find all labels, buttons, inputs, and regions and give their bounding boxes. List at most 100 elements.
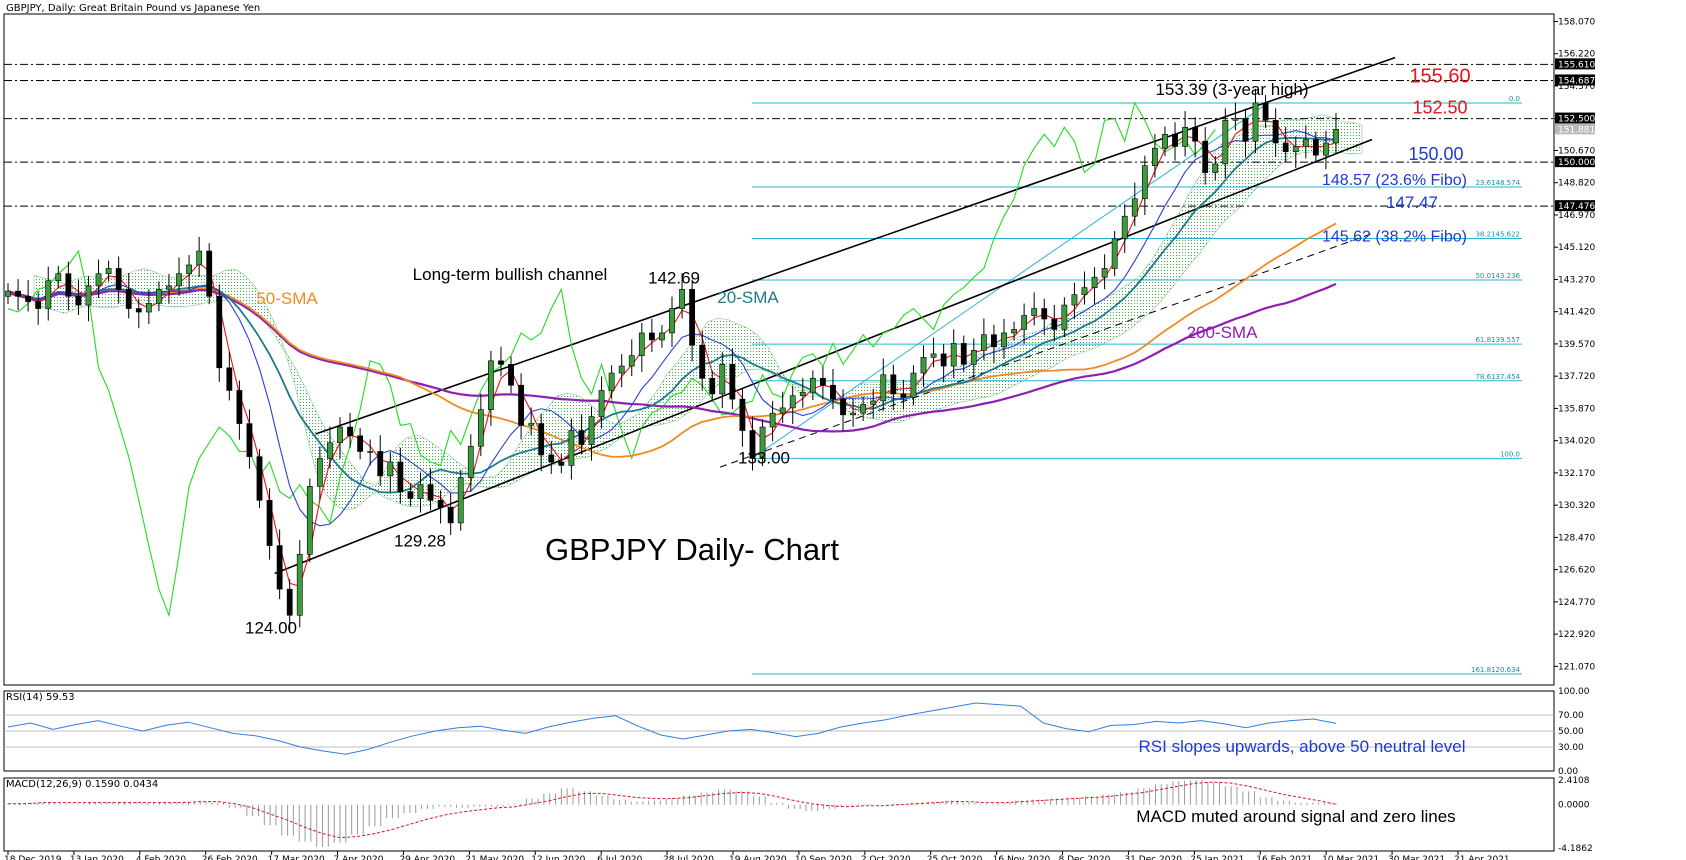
price-candle [789,385,796,425]
date-axis: 18 Dec 2019 13 Jan 2020 4 Feb 2020 26 Feb 2… [4,851,1510,860]
rsi-y-tick: 50.00 [1558,727,1584,737]
price-candle [699,331,706,391]
price-candle [799,378,806,408]
price-candle [991,324,997,364]
x-tick-label: 16 Feb 2021 [1256,855,1312,860]
price-candle [820,366,826,400]
fibonacci-label: 100.0 [1500,450,1520,458]
chart-annotation: 129.28 [394,531,446,550]
price-candle [65,261,72,311]
macd-y-tick: 0.0000 [1558,801,1590,811]
price-candle [930,337,937,368]
price-candle [437,490,444,524]
x-tick-label: 2 Oct 2020 [861,855,911,860]
macd-frame [3,777,1555,852]
fibonacci-label: 161.8120.634 [1471,666,1521,674]
price-candle [608,365,615,399]
price-candle [518,373,524,440]
price-candle [659,325,665,348]
x-tick-label: 25 Jan 2021 [1190,855,1244,860]
price-candle [548,440,555,474]
price-candle [236,380,243,440]
chart-annotation: 150.00 [1408,144,1463,164]
svg-text:154.687: 154.687 [1558,76,1595,86]
price-candle [1282,126,1289,162]
y-tick-label: 156.220 [1558,50,1595,60]
chart-title: GBPJPY Daily- Chart [545,532,839,567]
x-tick-label: 12 Jun 2020 [531,855,585,860]
chart-annotation: 155.60 [1409,66,1470,88]
channel-upper-line [315,56,1396,435]
x-tick-label: 4 Feb 2020 [136,855,187,860]
chart-annotation: Long-term bullish channel [413,265,608,284]
svg-text:150.000: 150.000 [1558,158,1595,168]
fibonacci-label: 50.0143.236 [1475,272,1520,280]
y-tick-label: 137.720 [1558,372,1595,382]
y-tick-label: 139.570 [1558,340,1595,350]
x-tick-label: 6 Jul 2020 [597,855,642,860]
price-candle [628,339,635,376]
x-tick-label: 8 Dec 2020 [1059,855,1111,860]
price-candle [960,335,967,373]
price-candle [387,451,394,493]
price-candle [890,364,897,411]
price-candle [840,389,846,432]
chart-annotation: 124.00 [245,618,297,637]
price-candle [286,579,293,632]
price-candle [306,478,313,563]
fibonacci-label: 23.6148.574 [1475,179,1520,187]
x-tick-label: 10 Sep 2020 [795,855,852,860]
x-tick-label: 7 Apr 2020 [334,855,384,860]
price-candle [377,435,384,486]
chart-annotation: 133.00 [738,448,790,467]
price-candle [980,318,987,361]
price-candle [125,273,132,319]
x-tick-label: 16 Nov 2020 [993,855,1051,860]
price-candle [860,396,867,421]
price-candle [467,434,474,492]
price-candle [15,279,21,311]
price-candle [407,483,414,507]
price-candle [1323,130,1329,170]
x-tick-label: 21 Apr 2021 [1454,855,1510,860]
price-candle [679,273,685,319]
svg-text:147.476: 147.476 [1558,202,1595,212]
price-candle [1061,297,1068,338]
price-candle [25,280,32,312]
price-candle [1162,126,1168,157]
x-tick-label: 18 Dec 2019 [4,855,62,860]
main-price-panel: 158.070 156.220 154.370 152.500 150.670 148.8… [3,13,1595,686]
x-tick-label: 30 Mar 2021 [1388,855,1445,860]
rsi-title: RSI(14) 59.53 [6,692,75,703]
chart-annotation: 200-SMA [1187,323,1259,342]
chikou-span-line [7,101,1216,618]
price-candle [457,469,464,531]
price-candle [397,447,404,504]
price-candle [166,273,172,304]
symbol-title: GBPJPY, Daily: Great Britain Pound vs Ja… [6,3,261,14]
price-candle [1031,292,1038,326]
channel-lower-line [274,138,1373,575]
price-candle [477,393,484,457]
chart-annotation: 153.39 (3-year high) [1155,80,1308,99]
price-candle [1292,136,1299,168]
price-candle [156,281,162,312]
price-candle [1272,108,1279,158]
price-candle [970,338,977,379]
rsi-y-tick: 0.00 [1558,767,1578,777]
dashed-support-line [719,233,1373,468]
price-candle [1081,271,1088,305]
y-tick-label: 143.270 [1558,275,1595,285]
price-candle [648,318,655,352]
price-candle [1202,127,1209,185]
price-candle [950,329,957,379]
x-tick-label: 13 Jan 2020 [70,855,124,860]
price-candle [1302,125,1309,159]
y-tick-label: 128.470 [1558,533,1595,543]
y-tick-label: 150.670 [1558,146,1595,156]
price-candle [266,488,273,560]
price-candle [216,284,223,382]
price-candle [55,265,62,289]
macd-signal-line [8,781,1337,839]
